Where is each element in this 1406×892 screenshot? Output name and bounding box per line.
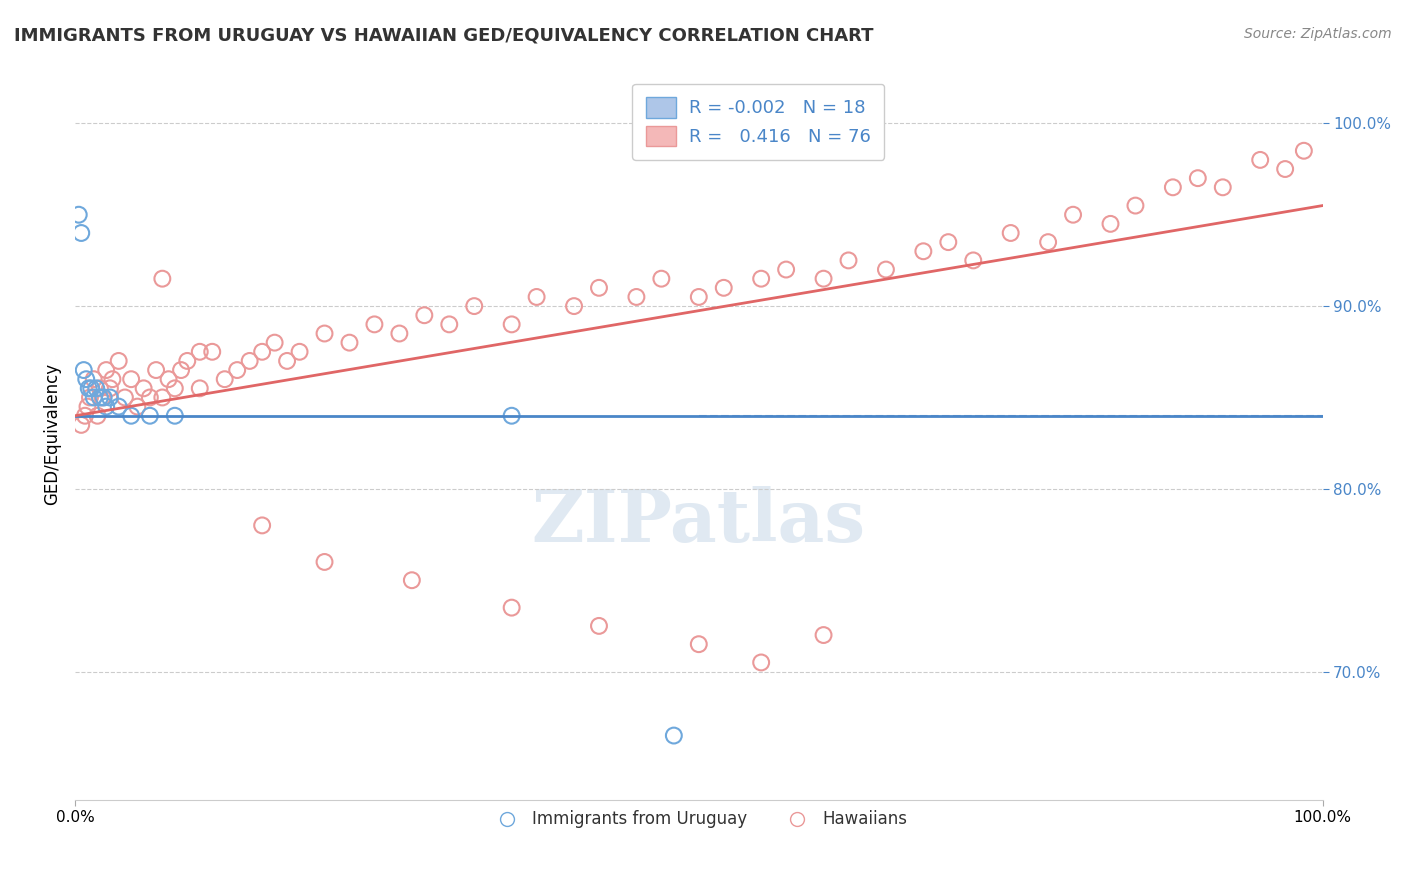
Text: ZIPatlas: ZIPatlas [531, 486, 866, 558]
Point [501, 600, 523, 615]
Point [150, 391, 173, 405]
Point [276, 354, 298, 368]
Point [75, 372, 97, 386]
Point [86, 409, 108, 423]
Point [688, 290, 710, 304]
Point [98, 391, 121, 405]
Point [89, 381, 111, 395]
Point [163, 381, 186, 395]
Point [96, 363, 118, 377]
Point [1212, 180, 1234, 194]
Point [120, 372, 142, 386]
Point [96, 400, 118, 414]
Point [936, 235, 959, 249]
Point [314, 326, 336, 341]
Point [150, 271, 173, 285]
Point [1000, 226, 1022, 240]
Point [962, 253, 984, 268]
Point [127, 400, 149, 414]
Point [1036, 235, 1059, 249]
Point [1274, 161, 1296, 176]
Point [1099, 217, 1122, 231]
Point [91, 391, 114, 405]
Point [70, 417, 93, 432]
Point [912, 244, 935, 259]
Point [139, 391, 162, 405]
Point [250, 344, 273, 359]
Point [188, 381, 211, 395]
Point [83, 372, 105, 386]
Point [401, 573, 423, 587]
Point [837, 253, 859, 268]
Point [132, 381, 155, 395]
Point [76, 400, 98, 414]
Legend: Immigrants from Uruguay, Hawaiians: Immigrants from Uruguay, Hawaiians [484, 804, 914, 835]
Point [89, 391, 111, 405]
Point [413, 308, 436, 322]
Point [363, 318, 385, 332]
Text: IMMIGRANTS FROM URUGUAY VS HAWAIIAN GED/EQUIVALENCY CORRELATION CHART: IMMIGRANTS FROM URUGUAY VS HAWAIIAN GED/… [14, 27, 873, 45]
Point [1062, 208, 1084, 222]
Text: Source: ZipAtlas.com: Source: ZipAtlas.com [1244, 27, 1392, 41]
Point [588, 281, 610, 295]
Point [749, 656, 772, 670]
Point [1187, 171, 1209, 186]
Point [813, 628, 835, 642]
Point [139, 409, 162, 423]
Point [214, 372, 236, 386]
Point [501, 409, 523, 423]
Point [775, 262, 797, 277]
Point [157, 372, 180, 386]
Point [388, 326, 411, 341]
Point [263, 335, 285, 350]
Point [1161, 180, 1184, 194]
Point [83, 391, 105, 405]
Point [501, 318, 523, 332]
Point [67, 208, 90, 222]
Point [114, 391, 136, 405]
Point [226, 363, 249, 377]
Point [73, 409, 96, 423]
Point [688, 637, 710, 651]
Point [170, 363, 193, 377]
Point [1249, 153, 1271, 167]
Point [93, 391, 115, 405]
Point [1292, 144, 1315, 158]
Point [120, 409, 142, 423]
Point [84, 381, 107, 395]
Point [163, 409, 186, 423]
Point [73, 363, 96, 377]
Point [626, 290, 648, 304]
Point [80, 381, 103, 395]
Point [250, 518, 273, 533]
Point [77, 381, 100, 395]
Point [314, 555, 336, 569]
Point [188, 344, 211, 359]
Point [1125, 198, 1147, 212]
Point [70, 226, 93, 240]
Point [662, 729, 685, 743]
Point [79, 391, 101, 405]
Point [101, 372, 124, 386]
Point [176, 354, 198, 368]
Point [439, 318, 461, 332]
Point [145, 363, 167, 377]
Point [562, 299, 585, 313]
Point [339, 335, 361, 350]
Point [239, 354, 262, 368]
Point [588, 619, 610, 633]
Point [813, 271, 835, 285]
Point [875, 262, 897, 277]
Point [98, 381, 121, 395]
Point [107, 400, 129, 414]
Point [463, 299, 485, 313]
Point [749, 271, 772, 285]
Point [526, 290, 548, 304]
Point [201, 344, 224, 359]
Y-axis label: GED/Equivalency: GED/Equivalency [44, 363, 60, 505]
Point [650, 271, 672, 285]
Point [107, 354, 129, 368]
Point [288, 344, 311, 359]
Point [713, 281, 735, 295]
